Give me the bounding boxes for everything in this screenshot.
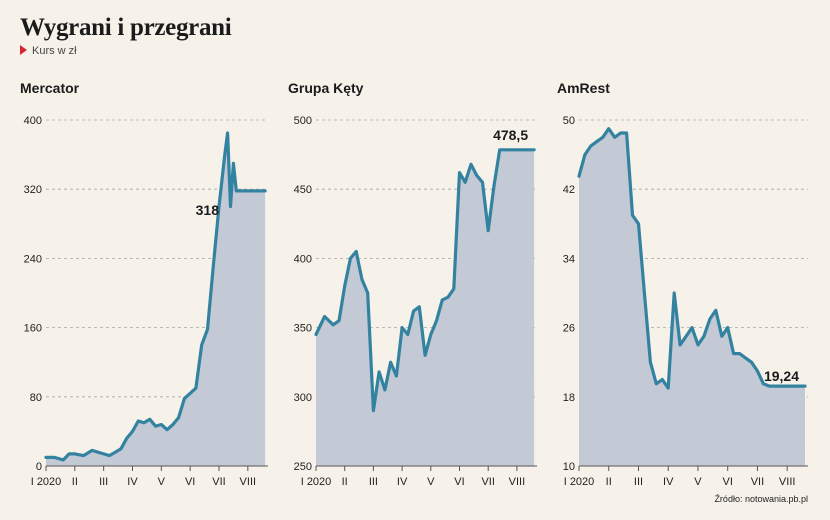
y-tick-label: 240 (24, 253, 42, 265)
x-tick-label: V (158, 476, 166, 488)
y-tick-label: 42 (563, 184, 575, 196)
panel-title: AmRest (557, 80, 610, 96)
x-tick-label: VII (212, 476, 225, 488)
x-tick-label: VI (454, 476, 464, 488)
x-tick-label: VIII (509, 476, 526, 488)
series-line (577, 127, 807, 390)
x-tick-label: VII (751, 476, 764, 488)
panel-title: Grupa Kęty (288, 80, 364, 96)
x-tick-label: VIII (240, 476, 257, 488)
x-tick-label: V (427, 476, 435, 488)
y-tick-label: 350 (294, 323, 312, 335)
x-tick-label: III (369, 476, 378, 488)
series-line (314, 148, 536, 413)
y-tick-label: 320 (24, 184, 42, 196)
chart-subtitle: Kurs w zł (20, 45, 77, 57)
y-tick-label: 50 (563, 115, 575, 127)
y-tick-label: 10 (563, 461, 575, 473)
x-tick-label: IV (397, 476, 408, 488)
series-area (46, 133, 266, 466)
x-tick-label: VII (481, 476, 494, 488)
x-tick-label: III (634, 476, 643, 488)
series-area (579, 128, 806, 466)
x-tick-label: II (342, 476, 348, 488)
x-tick-label: V (694, 476, 702, 488)
last-value-label: 318 (196, 202, 220, 218)
series-area (316, 149, 535, 467)
y-tick-label: 500 (294, 115, 312, 127)
x-tick-label: VIII (779, 476, 796, 488)
x-tick-label: I 2020 (301, 476, 332, 488)
last-value-label: 478,5 (493, 127, 528, 143)
x-tick-label: II (72, 476, 78, 488)
triangle-marker-icon (20, 45, 27, 55)
source-note: Źródło: notowania.pb.pl (714, 494, 808, 504)
series-line (44, 131, 267, 462)
y-tick-label: 18 (563, 392, 575, 404)
chart-title: Wygrani i przegrani (20, 14, 232, 41)
last-value-label: 19,24 (764, 368, 799, 384)
x-tick-label: III (99, 476, 108, 488)
y-tick-label: 80 (30, 392, 42, 404)
y-tick-label: 250 (294, 461, 312, 473)
y-tick-label: 160 (24, 323, 42, 335)
x-tick-label: VI (185, 476, 195, 488)
x-tick-label: VI (722, 476, 732, 488)
subtitle-text: Kurs w zł (32, 45, 77, 57)
x-tick-label: II (606, 476, 612, 488)
y-tick-label: 400 (294, 253, 312, 265)
y-tick-label: 400 (24, 115, 42, 127)
x-tick-label: I 2020 (31, 476, 62, 488)
y-tick-label: 450 (294, 184, 312, 196)
x-tick-label: IV (663, 476, 674, 488)
x-tick-label: IV (127, 476, 138, 488)
y-tick-label: 34 (563, 253, 575, 265)
panel-title: Mercator (20, 80, 80, 96)
y-tick-label: 0 (36, 461, 42, 473)
x-tick-label: I 2020 (564, 476, 595, 488)
y-tick-label: 300 (294, 392, 312, 404)
y-tick-label: 26 (563, 323, 575, 335)
